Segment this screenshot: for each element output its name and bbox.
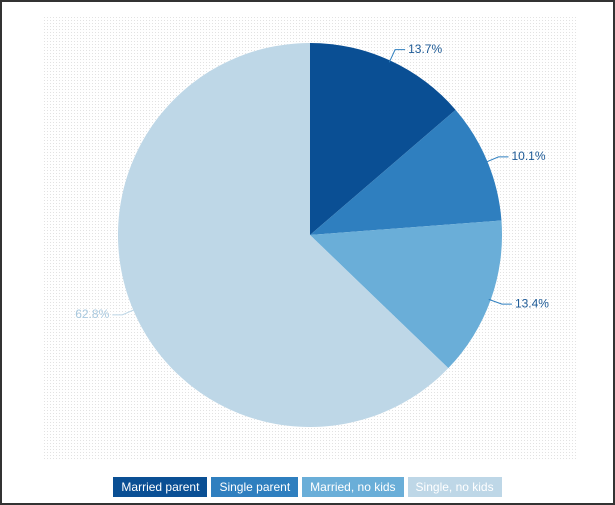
leader-line — [388, 49, 406, 63]
leader-line — [112, 308, 136, 316]
data-label: 62.8% — [75, 307, 109, 321]
pie-slice — [310, 220, 502, 369]
legend-entry: Single parent — [211, 477, 299, 497]
leader-line — [485, 156, 509, 163]
leader-line — [488, 298, 512, 305]
pie-slice — [118, 43, 449, 427]
pie-slice — [310, 109, 502, 235]
pie-slice — [310, 43, 456, 235]
data-label: 10.1% — [511, 149, 545, 163]
data-label: 13.4% — [515, 296, 549, 310]
data-label: 13.7% — [408, 42, 442, 56]
chart: 13.7% 10.1% 13.4% 62.8% — [44, 16, 576, 460]
legend-entry: Married, no kids — [302, 477, 404, 497]
legend: Married parent Single parent Married, no k… — [2, 477, 613, 497]
legend-entry: Single, no kids — [407, 477, 502, 497]
legend-entry: Married parent — [113, 477, 208, 497]
